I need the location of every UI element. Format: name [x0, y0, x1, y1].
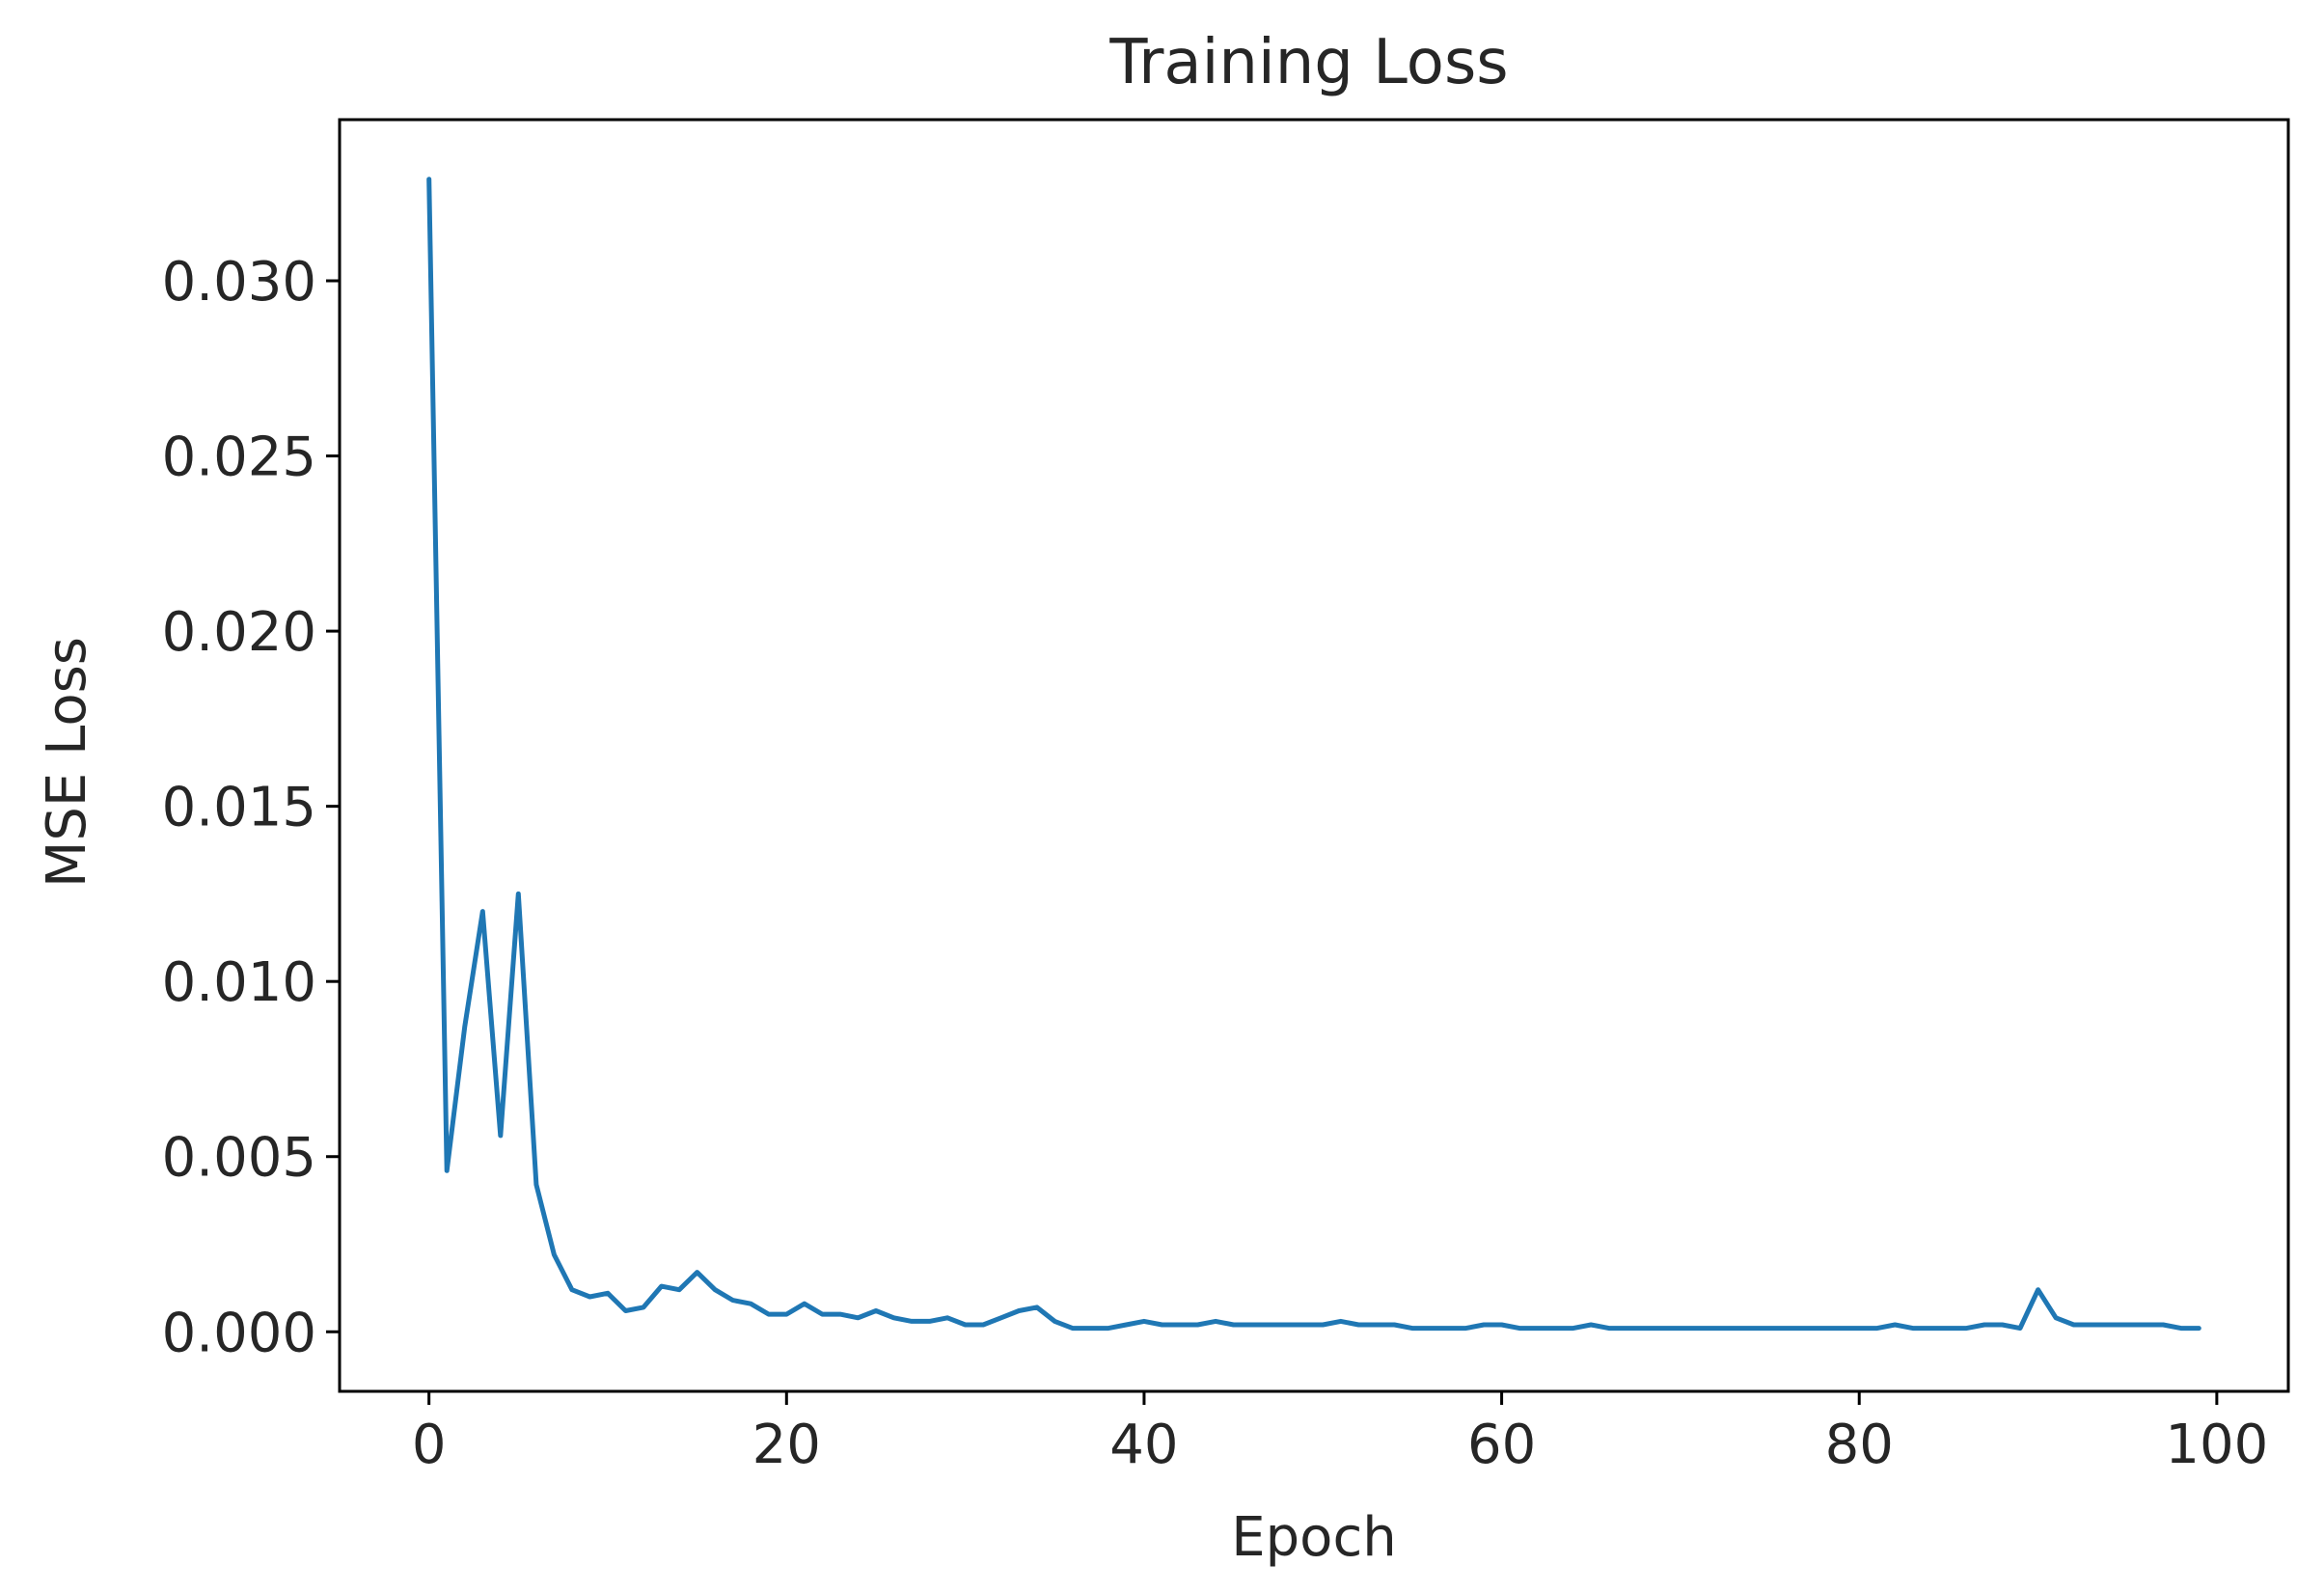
series-layer	[426, 177, 2201, 1332]
x-tick-label: 60	[1467, 1414, 1536, 1476]
x-axis-ticks: 0 20 40 60 80 100	[412, 1391, 2268, 1476]
y-tick-label: 0.005	[162, 1127, 316, 1190]
y-tick-label: 0.010	[162, 951, 316, 1014]
x-tick-label: 80	[1825, 1414, 1894, 1476]
x-axis-label: Epoch	[1231, 1506, 1396, 1569]
y-tick-label: 0.000	[162, 1302, 316, 1364]
y-tick-label: 0.025	[162, 426, 316, 489]
y-tick-label: 0.015	[162, 777, 316, 839]
y-tick-label: 0.020	[162, 601, 316, 664]
x-tick-label: 20	[752, 1414, 821, 1476]
x-tick-label: 100	[2165, 1414, 2268, 1476]
y-tick-label: 0.030	[162, 251, 316, 314]
plot-frame	[338, 118, 2290, 1393]
chart-title: Training Loss	[1108, 27, 1508, 98]
x-tick-label: 0	[412, 1414, 447, 1476]
x-tick-label: 40	[1109, 1414, 1178, 1476]
training-loss-line	[426, 177, 2201, 1332]
y-axis-label: MSE Loss	[36, 637, 98, 888]
y-axis-ticks: 0.000 0.005 0.010 0.015 0.020 0.025 0.030	[162, 251, 340, 1364]
